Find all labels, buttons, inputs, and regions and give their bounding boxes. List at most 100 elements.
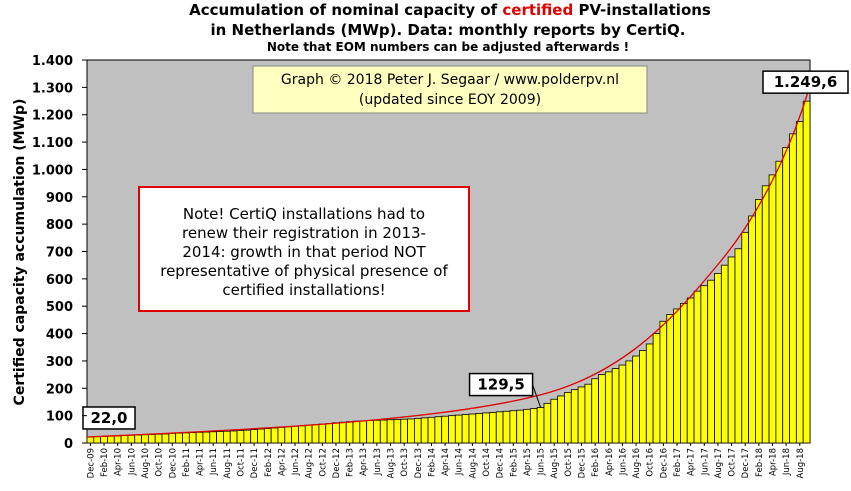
credit-text: (updated since EOY 2009) — [359, 92, 541, 108]
bar — [570, 389, 579, 444]
x-tick-label: Oct-17 — [728, 448, 738, 477]
y-tick-label: 400 — [46, 328, 73, 343]
bar — [209, 431, 217, 444]
value-labels: 22,0 129,5 1.249,6 — [82, 70, 849, 430]
bar — [591, 378, 599, 444]
note-line: representative of physical presence of — [160, 262, 448, 280]
x-tick-label: Oct-12 — [318, 448, 328, 477]
bar — [536, 407, 545, 444]
bar — [147, 434, 156, 444]
bar — [543, 402, 552, 444]
bar — [202, 431, 211, 444]
bar — [352, 420, 361, 444]
x-tick-label: Oct-11 — [236, 448, 246, 477]
bar — [393, 419, 402, 444]
bar — [714, 272, 722, 444]
bar — [700, 285, 709, 444]
bar — [318, 423, 327, 444]
bar — [502, 410, 511, 444]
bar — [127, 434, 136, 444]
bar — [195, 431, 204, 444]
x-tick-label: Aug-15 — [550, 448, 560, 478]
trend-curve — [86, 91, 809, 438]
x-tick-label: Aug-13 — [387, 448, 397, 478]
bar — [304, 424, 313, 444]
x-tick-label: Feb-10 — [100, 448, 110, 477]
x-tick-label: Jun-17 — [700, 448, 710, 476]
value-label-box — [82, 406, 136, 430]
leader-line — [532, 384, 542, 408]
bar — [168, 433, 177, 444]
x-tick-label: Aug-16 — [632, 448, 642, 478]
bars — [86, 100, 811, 444]
y-tick-label: 1.300 — [32, 81, 73, 96]
bar — [516, 409, 524, 444]
bar — [734, 248, 743, 444]
bar — [359, 420, 368, 444]
bar — [673, 308, 681, 444]
y-tick-label: 1.200 — [32, 109, 73, 124]
y-tick-label: 900 — [46, 191, 73, 206]
bar — [632, 355, 640, 444]
bar — [379, 419, 388, 444]
bar — [338, 421, 347, 444]
bar — [802, 100, 811, 444]
bar — [727, 256, 736, 444]
chart-subtitle: Note that EOM numbers can be adjusted af… — [267, 40, 629, 54]
bar — [611, 368, 620, 444]
bar — [741, 231, 750, 444]
bar — [489, 411, 497, 444]
x-tick-label: Feb-17 — [673, 448, 683, 477]
x-tick-label: Aug-12 — [305, 448, 315, 478]
bar — [250, 429, 258, 444]
y-tick-label: 300 — [46, 355, 73, 370]
bar — [748, 215, 756, 444]
bar — [223, 430, 231, 444]
x-tick-label: Apr-18 — [768, 448, 778, 476]
x-tick-label: Feb-14 — [427, 448, 437, 477]
x-tick-label: Apr-17 — [687, 448, 697, 476]
x-tick-label: Aug-17 — [714, 448, 724, 478]
bar — [795, 121, 804, 444]
title-part: PV-installations — [578, 1, 710, 19]
bar — [475, 413, 484, 444]
y-tick-label: 800 — [46, 218, 73, 233]
bar — [270, 427, 279, 444]
x-tick-label: Oct-15 — [564, 448, 574, 477]
bar — [154, 433, 163, 444]
x-tick-label: Feb-18 — [755, 448, 765, 477]
value-label: 129,5 — [477, 376, 524, 394]
value-label-box — [468, 372, 534, 397]
x-tick-label: Apr-13 — [359, 448, 369, 476]
x-tick-label: Jun-18 — [782, 448, 792, 476]
y-tick-label: 1.100 — [32, 136, 73, 151]
bar — [86, 436, 95, 444]
bar — [284, 426, 293, 444]
x-tick-label: Dec-10 — [168, 448, 178, 478]
note-box — [138, 186, 470, 312]
bar — [243, 429, 252, 444]
y-tick-label: 700 — [46, 246, 73, 261]
bar — [413, 417, 422, 444]
x-tick-label: Apr-16 — [605, 448, 615, 476]
x-tick-label: Dec-11 — [250, 448, 260, 478]
bar — [113, 435, 122, 444]
chart-title-line2: in Netherlands (MWp). Data: monthly repo… — [211, 21, 686, 39]
bar — [120, 435, 129, 444]
bar — [325, 423, 333, 444]
bar — [175, 432, 183, 444]
bar — [311, 424, 320, 444]
bar — [448, 415, 456, 444]
bar — [659, 320, 668, 444]
note: Note! CertiQ installations had to renew … — [160, 205, 448, 299]
credit-box — [252, 65, 648, 114]
bar — [441, 415, 449, 444]
bar — [584, 383, 593, 444]
y-tick-label: 600 — [46, 273, 73, 288]
x-tick-label: Oct-14 — [482, 448, 492, 477]
x-tick-label: Feb-13 — [346, 448, 356, 477]
bar — [495, 411, 504, 444]
x-tick-label: Feb-16 — [591, 448, 601, 477]
x-tick-label: Jun-14 — [455, 448, 465, 476]
